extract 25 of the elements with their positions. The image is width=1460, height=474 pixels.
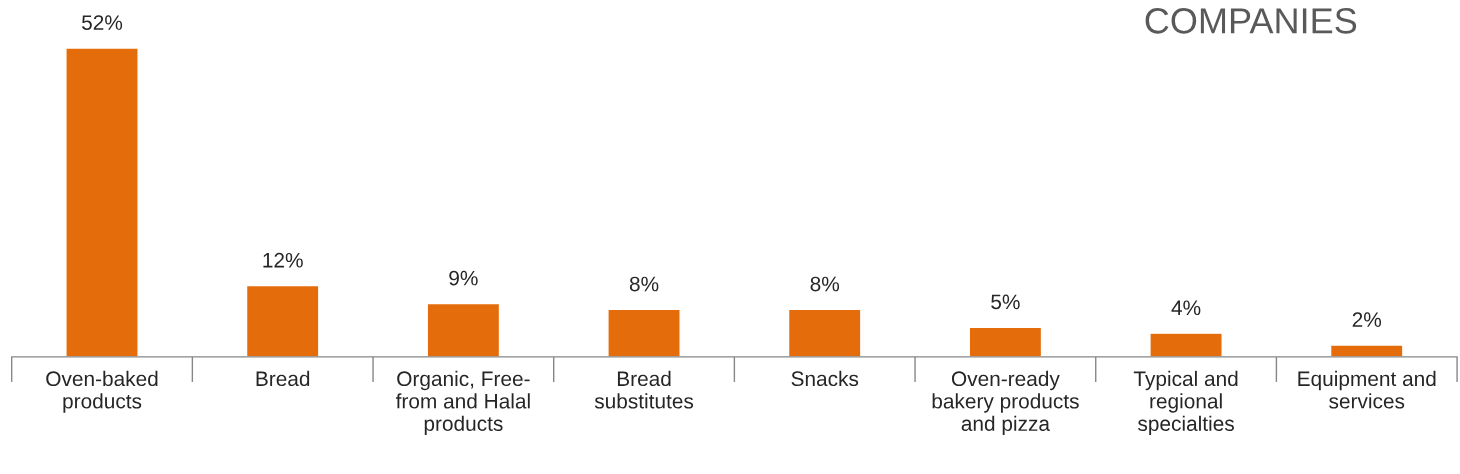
x-tick-label: Equipment and services — [1298, 370, 1436, 409]
bar — [968, 326, 1043, 357]
x-tick-label: Typical and regional specialties — [1133, 370, 1238, 436]
x-tick-label: Organic, Free- from and Halal products — [395, 370, 530, 436]
bar — [1329, 344, 1404, 357]
data-label: 8% — [810, 276, 840, 292]
bar — [426, 302, 501, 357]
x-tick-label: Bread substitutes — [594, 370, 694, 409]
x-tick-label: Oven-ready bakery products and pizza — [932, 370, 1079, 436]
data-label: 52% — [82, 15, 123, 30]
x-tick-label: Snacks — [791, 370, 859, 387]
x-tick-label: Bread — [256, 370, 310, 387]
data-label: 4% — [1171, 300, 1201, 316]
bar — [607, 308, 681, 357]
data-label: 5% — [991, 294, 1020, 310]
data-label: 8% — [629, 276, 659, 292]
bar — [245, 284, 320, 357]
bar — [65, 47, 139, 357]
data-label: 9% — [449, 270, 478, 286]
bar — [1149, 332, 1223, 357]
chart-title: COMPANIES — [1145, 8, 1357, 34]
bar — [787, 308, 862, 357]
data-label: 12% — [263, 252, 303, 268]
data-label: 2% — [1352, 312, 1382, 327]
x-tick-label: Oven-baked products — [46, 370, 158, 413]
